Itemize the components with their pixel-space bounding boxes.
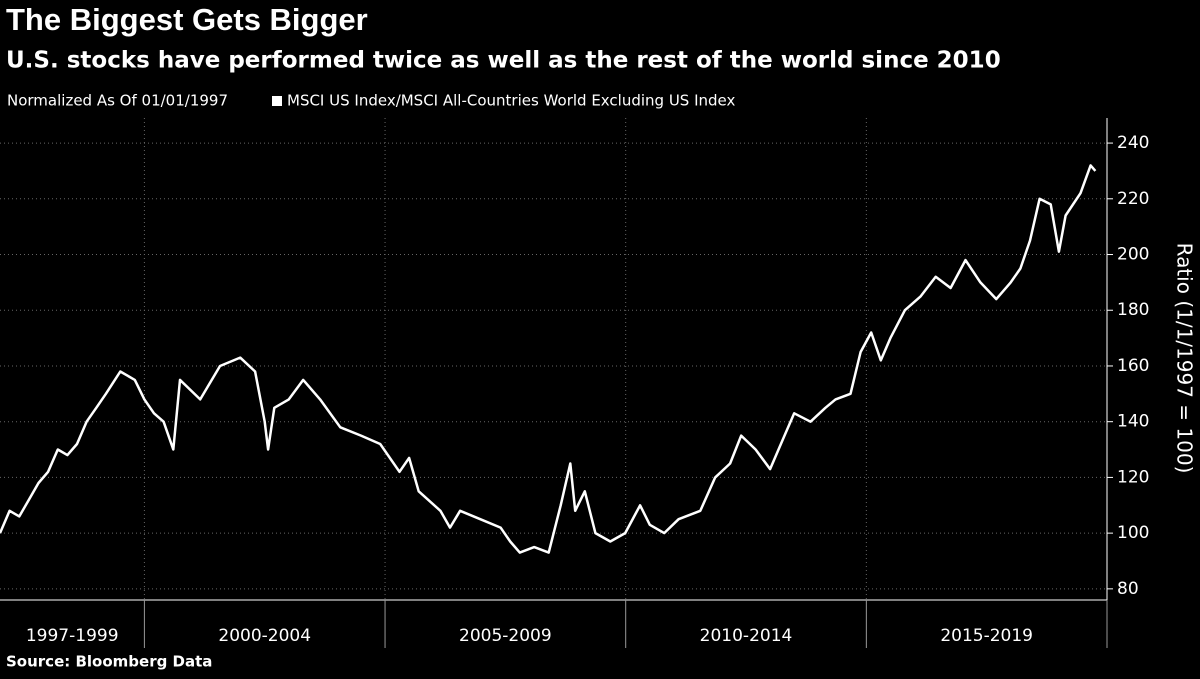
y-axis-label: Ratio (1/1/1997 = 100) [1173,243,1197,474]
source: Source: Bloomberg Data [6,653,212,671]
x-tick-label: 2010-2014 [700,626,793,646]
y-tick-label: 140 [1117,412,1149,432]
y-tick-label: 220 [1117,189,1149,209]
y-tick-label: 160 [1117,356,1149,376]
y-tick-label: 180 [1117,300,1149,320]
y-tick-label: 200 [1117,245,1149,265]
chart-subtitle: U.S. stocks have performed twice as well… [6,48,1001,74]
y-tick-label: 120 [1117,467,1149,487]
y-tick-label: 240 [1117,133,1149,153]
legend-swatch [272,96,282,106]
chart-title: The Biggest Gets Bigger [6,2,368,37]
x-tick-label: 2005-2009 [459,626,552,646]
data-line [0,164,1097,554]
y-tick-label: 80 [1117,579,1139,599]
y-tick-label: 100 [1117,523,1149,543]
x-tick-label: 2000-2004 [218,626,311,646]
legend-label: MSCI US Index/MSCI All-Countries World E… [287,92,736,110]
x-tick-label: 1997-1999 [26,626,119,646]
x-tick-label: 2015-2019 [940,626,1033,646]
note: Normalized As Of 01/01/1997 [7,92,228,110]
